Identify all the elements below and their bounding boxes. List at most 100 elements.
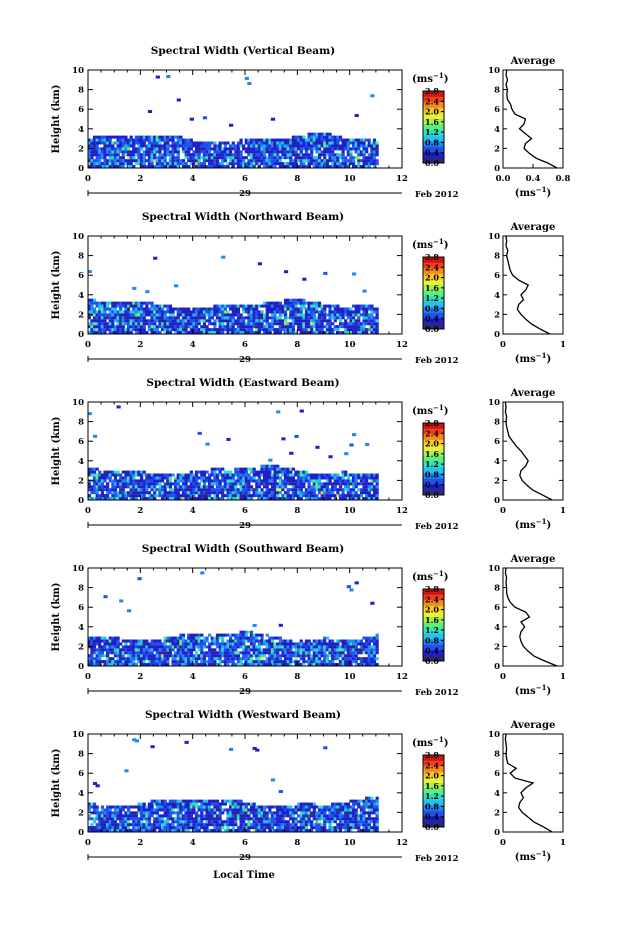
heatmap-cell bbox=[95, 639, 99, 643]
heatmap-cell bbox=[95, 636, 99, 640]
heatmap-cell bbox=[184, 141, 188, 145]
heatmap-cell bbox=[176, 156, 180, 160]
heatmap-cell bbox=[242, 630, 246, 634]
heatmap-cell bbox=[210, 322, 214, 326]
heatmap-cell bbox=[100, 817, 104, 821]
heatmap-cell bbox=[142, 645, 146, 649]
heatmap-cell bbox=[90, 159, 94, 163]
heatmap-cell bbox=[106, 491, 110, 495]
heatmap-cell bbox=[252, 639, 256, 643]
heatmap-cell bbox=[132, 485, 136, 489]
heatmap-cell bbox=[304, 491, 309, 495]
heatmap-cell bbox=[132, 488, 136, 492]
heatmap-cell bbox=[95, 654, 99, 658]
heatmap-cell bbox=[184, 322, 188, 326]
heatmap-cell bbox=[126, 657, 131, 661]
heatmap-cell bbox=[367, 313, 371, 317]
heatmap-cell bbox=[197, 141, 201, 145]
heatmap-cell bbox=[263, 162, 267, 166]
heatmap-cell bbox=[208, 476, 212, 480]
heatmap-cell bbox=[205, 645, 209, 649]
heatmap-cell bbox=[108, 639, 112, 643]
heatmap-cell bbox=[244, 488, 248, 492]
heatmap-cell bbox=[176, 814, 180, 818]
heatmap-cell bbox=[168, 153, 173, 157]
heatmap-cell bbox=[119, 473, 123, 477]
heatmap-cell bbox=[174, 156, 178, 160]
heatmap-cell bbox=[197, 645, 201, 649]
heatmap-cell bbox=[372, 479, 377, 483]
heatmap-cell bbox=[171, 307, 175, 311]
heatmap-cell bbox=[134, 651, 139, 655]
heatmap-cell bbox=[142, 159, 146, 163]
heatmap-cell bbox=[202, 651, 207, 655]
heatmap-cell bbox=[174, 826, 178, 830]
heatmap-cell bbox=[95, 328, 99, 332]
heatmap-cell bbox=[229, 304, 233, 308]
heatmap-cell bbox=[132, 654, 136, 658]
heatmap-cells bbox=[87, 405, 379, 501]
heatmap-cell bbox=[252, 156, 256, 160]
heatmap-cell bbox=[286, 316, 290, 320]
heatmap-cell bbox=[194, 482, 199, 486]
heatmap-cell bbox=[270, 147, 275, 151]
heatmap-cell bbox=[273, 331, 277, 335]
heatmap-cell bbox=[121, 817, 125, 821]
heatmap-cell bbox=[197, 316, 201, 320]
heatmap-cell bbox=[202, 159, 207, 163]
heatmap-cell bbox=[121, 144, 125, 148]
heatmap-cell bbox=[312, 156, 316, 160]
heatmap-cell bbox=[260, 654, 264, 658]
heatmap-cell bbox=[283, 138, 288, 142]
heatmap-cell bbox=[113, 654, 118, 658]
heatmap-cell bbox=[365, 322, 369, 326]
heatmap-cell bbox=[283, 298, 288, 302]
heatmap-cell bbox=[213, 488, 217, 492]
average-y-tick-label: 8 bbox=[494, 584, 500, 594]
heatmap-cell bbox=[87, 636, 91, 640]
heatmap-cell bbox=[344, 159, 348, 163]
heatmap-cell bbox=[249, 485, 254, 489]
heatmap-cell bbox=[344, 138, 348, 142]
heatmap-cell bbox=[291, 159, 296, 163]
heatmap-cell bbox=[111, 331, 115, 335]
heatmap-cell bbox=[242, 322, 246, 326]
heatmap-cell bbox=[208, 307, 212, 311]
average-title: Average bbox=[510, 554, 556, 565]
heatmap-cell bbox=[331, 660, 335, 664]
heatmap-cell bbox=[171, 150, 175, 154]
heatmap-cell bbox=[302, 482, 306, 486]
heatmap-cell bbox=[132, 494, 136, 498]
heatmap-cell bbox=[90, 328, 94, 332]
heatmap-cell bbox=[351, 313, 356, 317]
heatmap-cell bbox=[90, 307, 94, 311]
heatmap-cell bbox=[294, 156, 298, 160]
heatmap-cell bbox=[153, 141, 157, 145]
heatmap-cell bbox=[171, 153, 175, 157]
heatmap-cell bbox=[302, 485, 306, 489]
heatmap-cell bbox=[268, 153, 272, 157]
heatmap-cell bbox=[226, 633, 230, 637]
heatmap-cell bbox=[247, 639, 251, 643]
heatmap-cell bbox=[111, 470, 115, 474]
heatmap-cell bbox=[331, 159, 335, 163]
heatmap-cell bbox=[317, 301, 322, 305]
heatmap-cell bbox=[226, 639, 230, 643]
heatmap-cell bbox=[153, 331, 157, 335]
heatmap-cell bbox=[90, 823, 94, 827]
heatmap-cell bbox=[297, 476, 301, 480]
heatmap-cell bbox=[153, 494, 157, 498]
heatmap-cell bbox=[331, 304, 335, 308]
heatmap-cell bbox=[124, 811, 128, 815]
heatmap-cell bbox=[100, 316, 104, 320]
heatmap-cell bbox=[197, 322, 201, 326]
heatmap-cell bbox=[375, 488, 379, 492]
heatmap-cell bbox=[106, 645, 110, 649]
heatmap-cell bbox=[113, 313, 118, 317]
heatmap-cell bbox=[90, 153, 94, 157]
heatmap-cell bbox=[166, 829, 170, 833]
heatmap-cell bbox=[331, 165, 335, 169]
heatmap-cell bbox=[200, 162, 204, 166]
heatmap-cell bbox=[215, 467, 220, 471]
heatmap-cell bbox=[304, 494, 309, 498]
